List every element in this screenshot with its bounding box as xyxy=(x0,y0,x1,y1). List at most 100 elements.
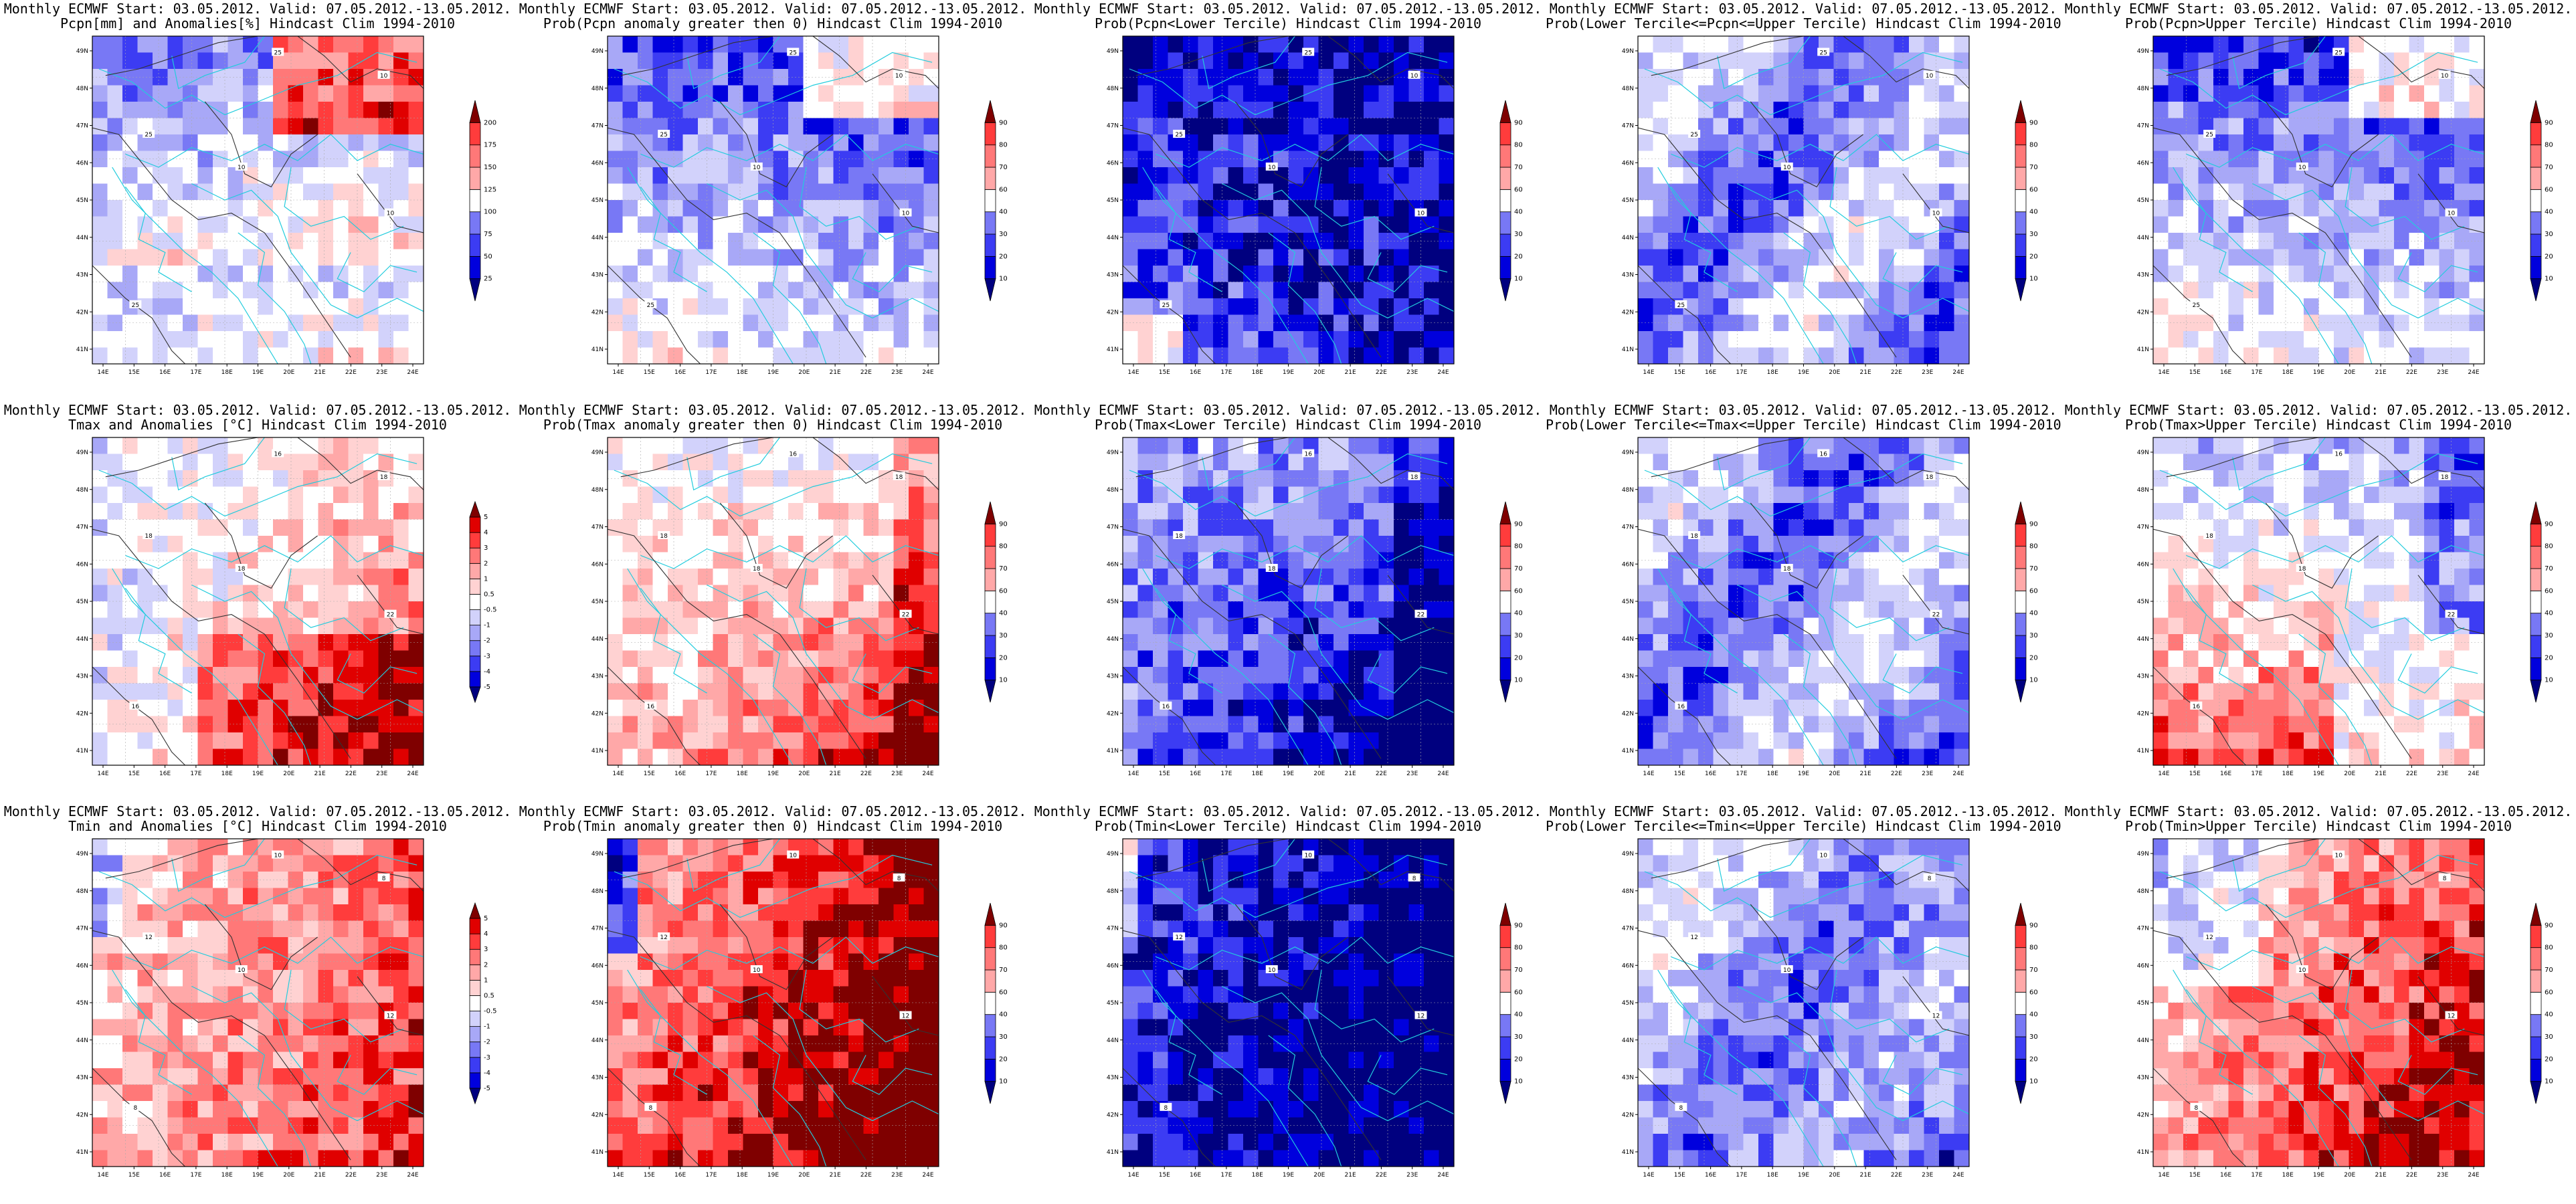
field-cell xyxy=(197,454,213,471)
field-cell xyxy=(1924,167,1940,185)
field-cell xyxy=(1939,36,1955,54)
field-cell xyxy=(2288,634,2304,651)
field-cell xyxy=(197,69,213,86)
field-cell xyxy=(1758,167,1774,185)
field-cell xyxy=(1879,134,1895,152)
field-cell xyxy=(1213,503,1229,520)
field-cell xyxy=(758,683,774,700)
field-cell xyxy=(2228,216,2244,233)
panel-title-line2: Prob(Tmax<Lower Tercile) Hindcast Clim 1… xyxy=(1095,417,1481,433)
field-cell xyxy=(348,200,364,217)
field-cell xyxy=(2318,634,2334,651)
field-cell xyxy=(1939,249,1955,266)
lat-tick-label: 48N xyxy=(1107,487,1119,494)
field-cell xyxy=(213,167,229,185)
field-cell xyxy=(608,601,624,619)
field-cell xyxy=(1638,331,1654,348)
colorbar-swatch xyxy=(984,167,996,190)
field-cell xyxy=(682,118,699,135)
field-cell xyxy=(2274,102,2290,119)
field-cell xyxy=(1394,167,1410,185)
field-cell xyxy=(92,700,108,717)
field-cell xyxy=(2349,266,2365,283)
field-cell xyxy=(1668,69,1684,86)
field-cell xyxy=(1243,298,1259,316)
field-cell xyxy=(2243,282,2260,299)
colorbar-swatch xyxy=(2015,211,2027,235)
field-cell xyxy=(1773,536,1789,553)
field-cell xyxy=(258,732,274,750)
field-cell xyxy=(213,683,229,700)
field-cell xyxy=(2274,216,2290,233)
field-cell xyxy=(1258,486,1274,504)
field-cell xyxy=(668,569,684,586)
field-cell xyxy=(1333,454,1350,471)
field-cell xyxy=(2243,249,2260,266)
field-cell xyxy=(318,503,334,520)
field-cell xyxy=(122,347,139,364)
field-cell xyxy=(2183,183,2199,201)
field-cell xyxy=(1683,437,1699,455)
field-cell xyxy=(1408,519,1424,536)
field-cell xyxy=(1228,216,1244,233)
field-cell xyxy=(1333,85,1350,102)
field-cell xyxy=(1394,282,1410,299)
field-cell xyxy=(923,732,939,750)
field-cell xyxy=(1683,667,1699,684)
field-cell xyxy=(1273,298,1289,316)
field-cell xyxy=(1849,486,1865,504)
field-cell xyxy=(2168,683,2184,700)
contour-label: 10 xyxy=(902,211,910,217)
colorbar-tick-label: 5 xyxy=(484,514,488,521)
field-cell xyxy=(1243,536,1259,553)
colorbar-swatch xyxy=(1499,100,1511,123)
field-cell xyxy=(1318,347,1334,364)
colorbar-tick-label: 20 xyxy=(2545,253,2553,260)
field-cell xyxy=(2318,347,2334,364)
lon-tick-label: 15E xyxy=(128,369,140,376)
field-cell xyxy=(1803,470,1819,488)
field-cell xyxy=(758,700,774,717)
contour-lines xyxy=(1638,437,1969,765)
field-cell xyxy=(393,266,409,283)
field-cell xyxy=(1894,134,1910,152)
panel-title-line2: Prob(Lower Tercile<=Pcpn<=Upper Tercile)… xyxy=(1546,15,2061,31)
lat-tick-label: 42N xyxy=(1622,309,1634,316)
field-cell xyxy=(333,748,349,765)
field-cell xyxy=(2258,36,2274,54)
field-cell xyxy=(758,118,774,135)
field-cell xyxy=(2228,667,2244,684)
field-cell xyxy=(1713,266,1729,283)
field-cell xyxy=(893,167,909,185)
field-cell xyxy=(1424,732,1440,750)
field-cell xyxy=(1803,331,1819,348)
field-cell xyxy=(848,569,864,586)
field-cell xyxy=(273,167,289,185)
field-cell xyxy=(92,617,108,635)
field-cell xyxy=(863,569,879,586)
lat-tick-label: 48N xyxy=(1622,487,1634,494)
field-cell xyxy=(2349,519,2365,536)
field-cell xyxy=(2379,634,2395,651)
field-cell xyxy=(2213,536,2229,553)
field-cell xyxy=(1123,69,1139,86)
field-cell xyxy=(2288,347,2304,364)
field-cell xyxy=(788,52,804,70)
field-cell xyxy=(1909,52,1925,70)
field-cell xyxy=(682,650,699,668)
field-cell xyxy=(773,150,789,168)
lon-tick-label: 21E xyxy=(2375,369,2387,376)
field-cell xyxy=(2469,183,2484,201)
field-cell xyxy=(2288,519,2304,536)
field-cell xyxy=(2198,134,2214,152)
field-cell xyxy=(1394,437,1410,455)
field-cell xyxy=(1698,216,1714,233)
lon-tick-label: 19E xyxy=(767,771,779,777)
field-cell xyxy=(1803,601,1819,619)
field-cell xyxy=(652,437,668,455)
field-cell xyxy=(1364,454,1380,471)
lon-tick-label: 15E xyxy=(2189,369,2201,376)
lat-tick-label: 45N xyxy=(591,599,604,605)
colorbar-tick-label: -5 xyxy=(484,684,490,691)
contour-label: 18 xyxy=(380,474,388,481)
